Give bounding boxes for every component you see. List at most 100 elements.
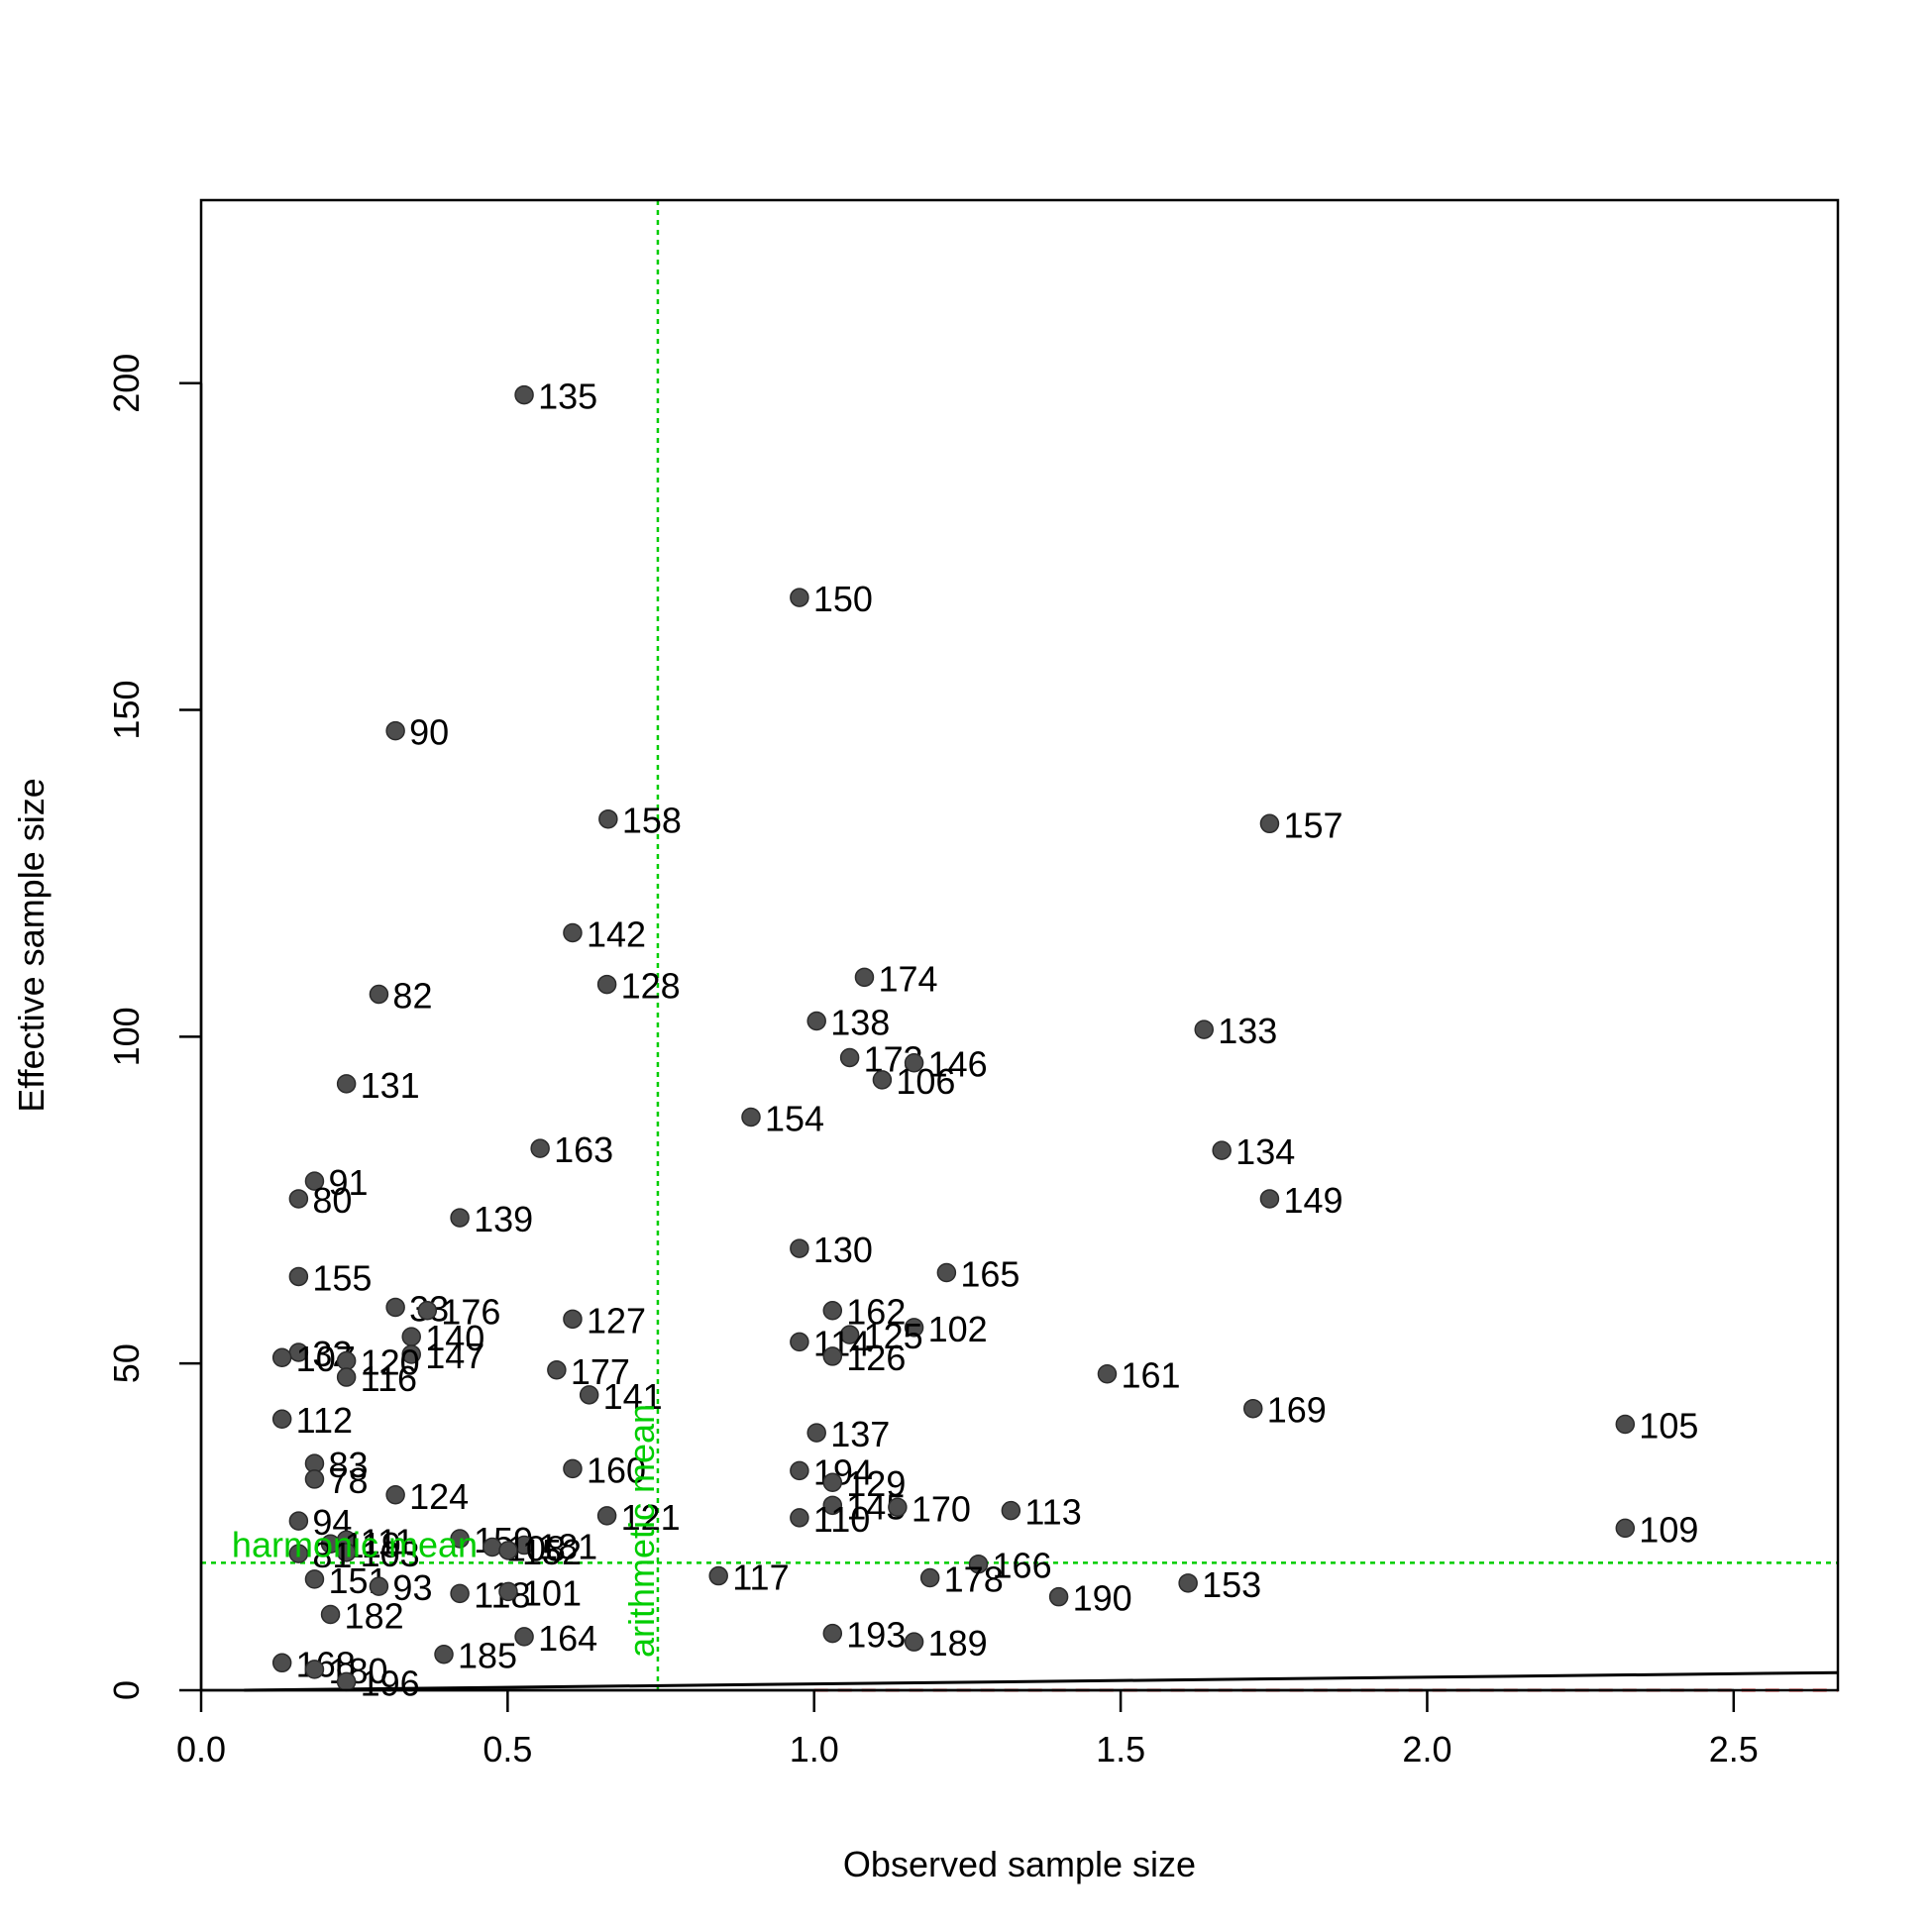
data-point [872,1070,893,1090]
data-point [514,1627,534,1647]
data-point-label: 178 [944,1559,1004,1600]
data-point [450,1583,470,1604]
data-point [450,1208,470,1228]
data-point [530,1138,550,1158]
data-point [320,1604,341,1625]
data-point [1048,1586,1069,1607]
data-point [741,1107,761,1127]
data-point-label: 116 [361,1358,417,1399]
data-point-label: 190 [1073,1578,1132,1619]
data-point-label: 141 [603,1376,663,1417]
data-point-label: 109 [1639,1509,1698,1550]
data-point [968,1554,989,1574]
data-point [304,1469,325,1489]
data-point-label: 166 [993,1546,1052,1586]
data-point-label: 102 [928,1309,988,1349]
data-point [498,1581,518,1602]
data-point-label: 124 [409,1476,469,1517]
data-point [417,1300,438,1321]
y-axis-title: Effective sample size [11,778,52,1112]
data-point [1242,1398,1263,1419]
data-point [320,1534,341,1554]
data-point [579,1385,599,1405]
data-point-label: 130 [813,1230,873,1270]
data-point [596,974,617,995]
data-point-label: 196 [361,1663,420,1703]
data-point-label: 170 [912,1488,971,1529]
data-point-label: 120 [361,1342,420,1383]
x-axis-title: Observed sample size [843,1844,1196,1884]
data-point-label: 80 [312,1180,352,1221]
data-point-label: 111 [361,1521,415,1561]
data-point [888,1497,908,1518]
data-point-label: 93 [392,1567,432,1608]
data-point-label: 129 [846,1463,906,1504]
data-point-label: 189 [928,1623,988,1664]
data-point-label: 176 [441,1292,500,1333]
data-point [288,1189,309,1209]
x-tick-label: 2.0 [1402,1729,1451,1770]
data-point [498,1541,518,1560]
plot-frame [199,198,1840,1692]
data-point [822,1300,843,1321]
data-point-label: 162 [846,1292,906,1333]
data-point [839,1047,860,1068]
y-tick-label: 50 [106,1343,147,1383]
data-point [271,1409,292,1429]
data-point-label: 126 [846,1338,906,1378]
data-point-label: 117 [732,1557,789,1598]
data-point-label: 134 [1235,1131,1295,1172]
x-tick-label: 1.5 [1096,1729,1145,1770]
data-point [401,1344,421,1364]
data-point-label: 164 [538,1618,597,1659]
data-point-label: 127 [587,1300,646,1341]
data-point-label: 103 [361,1534,420,1574]
data-point-label: 128 [621,966,681,1007]
data-point [1259,1189,1280,1209]
reference-labels-layer: harmonic mean arithmetic mean [232,1404,662,1658]
data-point-label: 161 [1121,1355,1180,1396]
data-point-label: 182 [345,1595,404,1636]
data-point [854,967,875,988]
data-point [806,1423,826,1443]
arithmetic-mean-label: arithmetic mean [621,1404,662,1658]
data-point [1194,1020,1214,1039]
data-point [1615,1414,1636,1435]
data-point [822,1472,843,1492]
data-point [708,1565,728,1586]
data-point-label: 140 [425,1318,484,1358]
x-tick-label: 0.5 [483,1729,532,1770]
data-point [514,384,534,405]
data-point [369,1576,389,1596]
data-point [304,1569,325,1589]
data-point-label: 163 [554,1129,613,1170]
data-point-label: 125 [864,1316,923,1356]
data-point-label: 165 [960,1253,1020,1294]
data-point-label: 110 [813,1499,870,1540]
data-point-label: 78 [328,1460,368,1501]
y-tick-label: 0 [106,1680,147,1700]
data-point-label: 150 [813,579,873,619]
data-point-label: 149 [1283,1180,1342,1221]
data-point-label: 174 [878,958,937,999]
data-point-label: 137 [830,1414,890,1454]
data-point-label: 138 [830,1003,890,1043]
chart-lines-layer [201,200,1839,1692]
data-point [385,1297,405,1318]
data-point-label: 91 [328,1162,368,1203]
data-point-label: 101 [522,1572,582,1613]
y-tick-label: 150 [106,680,147,739]
data-point [288,1266,309,1287]
data-point [563,922,583,943]
data-point [822,1495,843,1516]
data-point-label: 152 [522,1532,582,1572]
data-point-label: 131 [361,1065,420,1106]
data-point-label: 112 [296,1400,353,1441]
data-point-label: 105 [1639,1406,1698,1447]
data-point [904,1632,924,1652]
data-point [822,1623,843,1644]
data-point [336,1367,357,1387]
data-point-label: 153 [1202,1564,1261,1605]
